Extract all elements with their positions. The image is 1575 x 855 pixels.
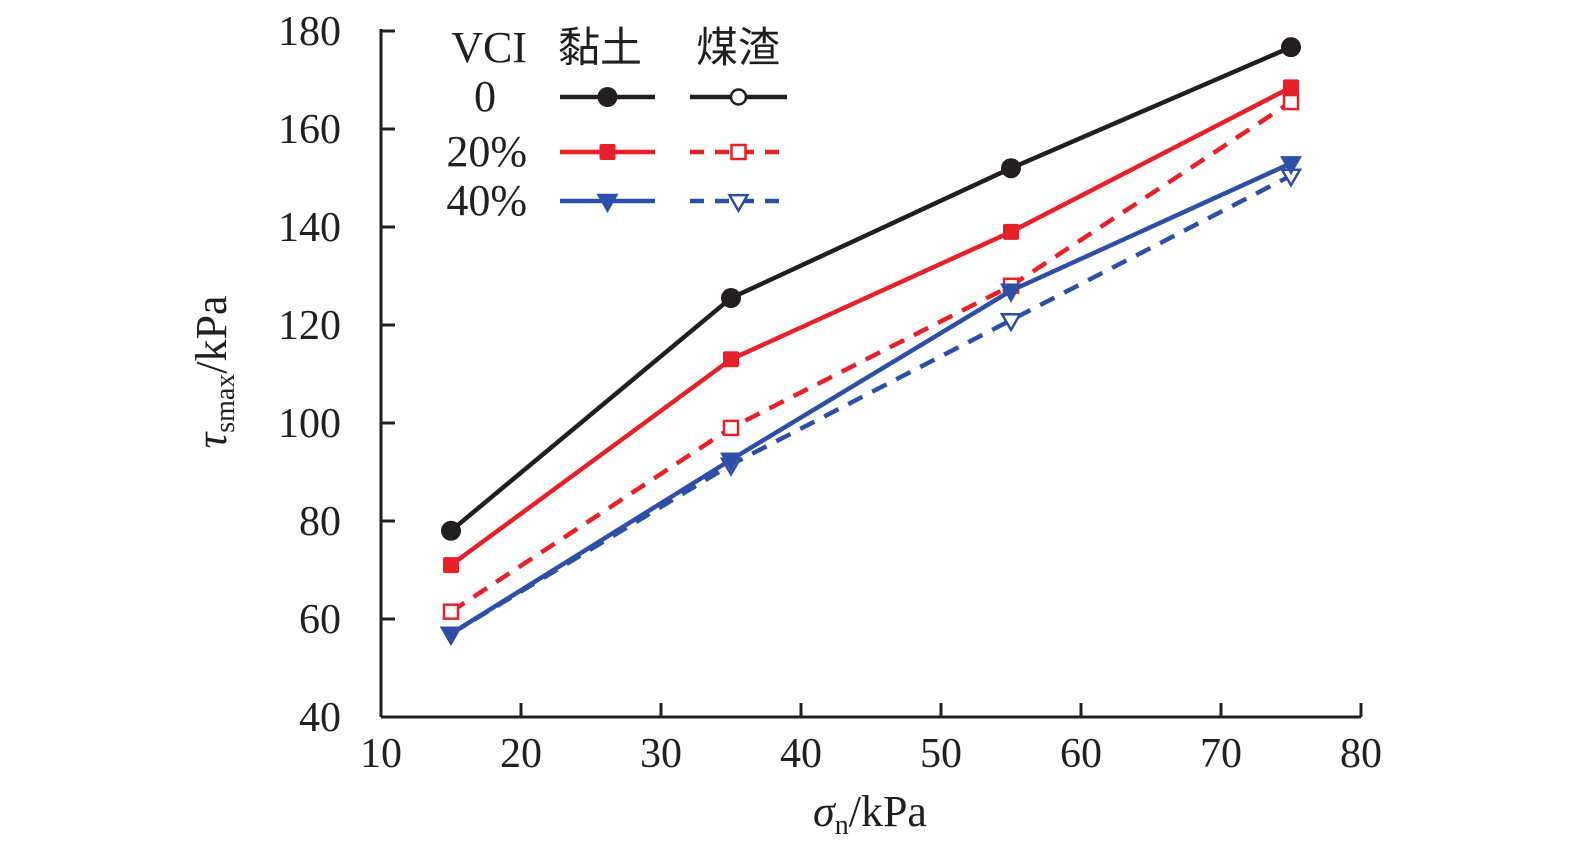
data-point-marker — [723, 351, 739, 368]
data-point-marker — [443, 557, 459, 574]
series-40pct-clay — [440, 156, 1302, 646]
series-0-clay — [441, 37, 1301, 541]
series-20pct-clay — [443, 79, 1299, 574]
data-point-marker — [1001, 158, 1021, 179]
x-axis-subscript: n — [835, 810, 849, 841]
x-tick-label: 80 — [1340, 731, 1382, 777]
legend-row-label: 40% — [446, 176, 527, 225]
data-point-marker — [721, 288, 741, 309]
y-tick-label: 140 — [278, 205, 341, 251]
data-point-marker — [442, 603, 460, 620]
data-point-marker — [440, 626, 462, 646]
x-tick-label: 10 — [360, 731, 402, 777]
y-axis-title: τsmax/kPa — [187, 295, 241, 448]
x-tick-label: 20 — [500, 731, 542, 777]
x-tick-label: 40 — [780, 731, 822, 777]
y-tick-label: 80 — [299, 499, 341, 545]
legend-marker-clay — [597, 87, 618, 107]
legend-marker-cinder — [729, 88, 748, 106]
series-line — [449, 45, 1292, 533]
series-line — [449, 173, 1293, 636]
series-layer — [439, 37, 1303, 646]
x-axis-unit: /kPa — [849, 787, 927, 836]
legend-marker-cinder — [730, 143, 747, 161]
series-20pct-cinder — [442, 93, 1300, 620]
y-tick-label: 120 — [278, 303, 341, 349]
data-point-marker — [1282, 93, 1300, 111]
y-axis-unit: /kPa — [187, 295, 236, 373]
y-axis-subscript: smax — [210, 374, 241, 433]
data-point-marker — [999, 313, 1023, 333]
legend-marker-cinder — [727, 193, 750, 214]
axes: 40 60 80 100 120 140 160 180 10 20 30 40 50 60 70 80 — [278, 9, 1382, 777]
series-40pct-cinder — [439, 168, 1303, 646]
y-tick-label: 160 — [278, 107, 341, 153]
legend-row-label: 0 — [474, 72, 496, 121]
legend-header-cinder: 煤渣 — [696, 23, 780, 72]
x-tick-label: 30 — [640, 731, 682, 777]
legend-marker-clay — [596, 193, 619, 213]
y-tick-label: 60 — [299, 597, 341, 643]
legend-header-clay: 黏土 — [558, 23, 642, 72]
legend-marker-clay — [599, 144, 616, 160]
y-tick-label: 40 — [299, 695, 341, 741]
data-point-marker — [1000, 283, 1022, 303]
x-tick-label: 60 — [1060, 731, 1102, 777]
series-line — [449, 85, 1293, 567]
x-axis-title: σn/kPa — [813, 787, 927, 841]
legend: VCI 黏土 煤渣 0 20%40% — [446, 23, 787, 225]
legend-header-vci: VCI — [451, 23, 527, 72]
data-point-marker — [441, 520, 461, 541]
x-tick-label: 70 — [1200, 731, 1242, 777]
legend-row-label: 20% — [446, 127, 527, 176]
series-line — [449, 100, 1293, 614]
x-axis-symbol: σ — [813, 787, 837, 836]
y-tick-label: 100 — [278, 401, 341, 447]
data-point-marker — [1280, 156, 1302, 176]
x-tick-label: 50 — [920, 731, 962, 777]
data-point-marker — [1281, 37, 1301, 58]
data-point-marker — [720, 452, 742, 472]
data-point-marker — [722, 419, 740, 437]
series-line — [449, 161, 1292, 636]
y-tick-label: 180 — [278, 9, 341, 55]
y-axis-symbol: τ — [187, 431, 236, 449]
data-point-marker — [1283, 79, 1299, 96]
data-point-marker — [1003, 223, 1019, 240]
